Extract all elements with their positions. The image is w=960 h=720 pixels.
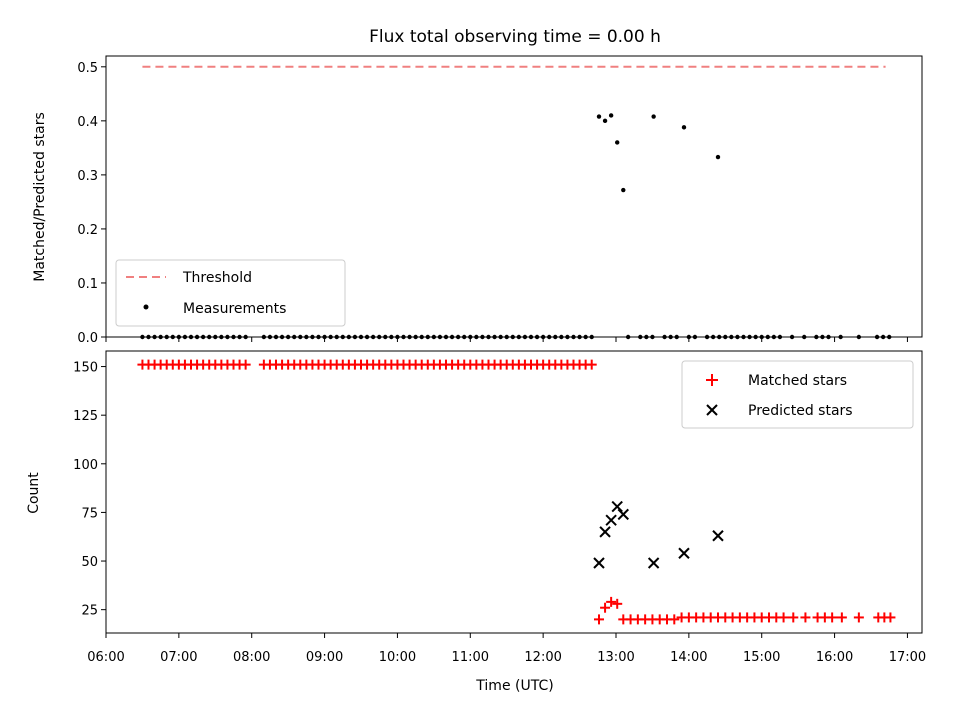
measurement-point xyxy=(715,154,721,160)
bottom-x-ticks: 06:00 07:00 08:00 09:00 10:00 11:00 12:00 13:00… xyxy=(87,633,926,665)
measurement-point xyxy=(615,140,620,145)
matched-star-point xyxy=(827,612,838,623)
predicted-star-point xyxy=(611,500,623,513)
x-tick-label: 14:00 xyxy=(670,650,707,665)
legend-matched-swatch xyxy=(706,374,718,386)
x-tick-label: 09:00 xyxy=(306,650,343,665)
y-tick-label: 0.3 xyxy=(77,169,98,184)
legend-measurements-swatch xyxy=(143,304,149,310)
y-tick-label: 75 xyxy=(81,506,98,521)
matched-star-point xyxy=(586,359,597,370)
matched-star-point xyxy=(778,612,789,623)
predicted-star-point xyxy=(678,547,690,559)
y-tick-label: 125 xyxy=(73,409,98,424)
x-tick-label: 10:00 xyxy=(379,650,416,665)
bottom-legend: Matched stars Predicted stars xyxy=(681,360,914,429)
x-tick-label: 13:00 xyxy=(597,650,634,665)
x-tick-label: 07:00 xyxy=(160,650,197,665)
x-tick-label: 16:00 xyxy=(816,650,853,665)
top-plot-frame xyxy=(105,55,923,338)
matched-star-point xyxy=(885,612,896,623)
predicted-star-point xyxy=(599,526,611,538)
top-panel: Flux total observing time = 0.00 h Match… xyxy=(32,27,923,346)
x-tick-label: 06:00 xyxy=(87,650,124,665)
y-tick-label: 25 xyxy=(81,604,98,619)
matched-star-point xyxy=(788,612,799,623)
measurement-point xyxy=(651,114,656,119)
top-legend-box xyxy=(115,259,346,327)
matched-star-point xyxy=(853,612,864,623)
x-axis-label: Time (UTC) xyxy=(475,678,553,694)
y-tick-label: 0.1 xyxy=(77,277,98,292)
x-tick-label: 17:00 xyxy=(889,650,926,665)
bottom-y-axis-label: Count xyxy=(26,472,42,514)
legend-measurements-label: Measurements xyxy=(183,301,286,317)
matched-star-point xyxy=(240,359,251,370)
measurement-point xyxy=(596,114,602,119)
x-tick-label: 12:00 xyxy=(524,650,561,665)
measurement-point xyxy=(681,125,687,130)
matched-star-point xyxy=(606,596,617,607)
bottom-y-ticks: 25 50 75 100 125 150 xyxy=(73,361,106,619)
y-tick-label: 100 xyxy=(73,458,98,473)
x-tick-label: 08:00 xyxy=(233,650,270,665)
measurement-point xyxy=(621,187,626,193)
x-tick-label: 15:00 xyxy=(743,650,780,665)
bottom-panel: Count Time (UTC) 25 50 75 100 125 150 06:00 07… xyxy=(26,350,926,694)
matched-star-point xyxy=(612,598,623,609)
legend-predicted-swatch xyxy=(706,404,718,416)
measurement-point xyxy=(602,118,608,124)
matched-star-point xyxy=(836,612,847,623)
predicted-star-point xyxy=(712,530,724,542)
predicted-star-point xyxy=(605,514,617,526)
x-tick-label: 11:00 xyxy=(452,650,489,665)
predicted-star-point xyxy=(647,557,660,569)
bottom-plot-frame xyxy=(105,350,923,634)
y-tick-label: 150 xyxy=(73,361,98,376)
measurement-point xyxy=(608,113,614,118)
matched-stars-points xyxy=(137,359,896,625)
y-tick-label: 0.5 xyxy=(77,61,98,76)
predicted-stars-points xyxy=(593,500,724,569)
top-y-ticks: 0.0 0.1 0.2 0.3 0.4 0.5 xyxy=(77,61,106,346)
top-y-axis-label: Matched/Predicted stars xyxy=(32,112,48,282)
matched-star-point xyxy=(594,614,604,625)
y-tick-label: 0.2 xyxy=(77,223,98,238)
top-legend: Threshold Measurements xyxy=(115,259,346,327)
matched-star-point xyxy=(669,614,680,625)
bottom-legend-box xyxy=(681,360,914,429)
y-tick-label: 0.4 xyxy=(77,115,98,130)
legend-predicted-label: Predicted stars xyxy=(748,403,853,419)
matched-star-point xyxy=(800,612,811,623)
matched-star-point xyxy=(600,602,611,613)
y-tick-label: 0.0 xyxy=(77,331,98,346)
y-tick-label: 50 xyxy=(81,555,98,570)
top-x-ticks xyxy=(105,337,908,342)
legend-threshold-label: Threshold xyxy=(182,270,252,286)
chart-title: Flux total observing time = 0.00 h xyxy=(369,27,661,47)
legend-matched-label: Matched stars xyxy=(748,373,847,389)
predicted-star-point xyxy=(617,508,629,521)
predicted-star-point xyxy=(593,557,605,569)
